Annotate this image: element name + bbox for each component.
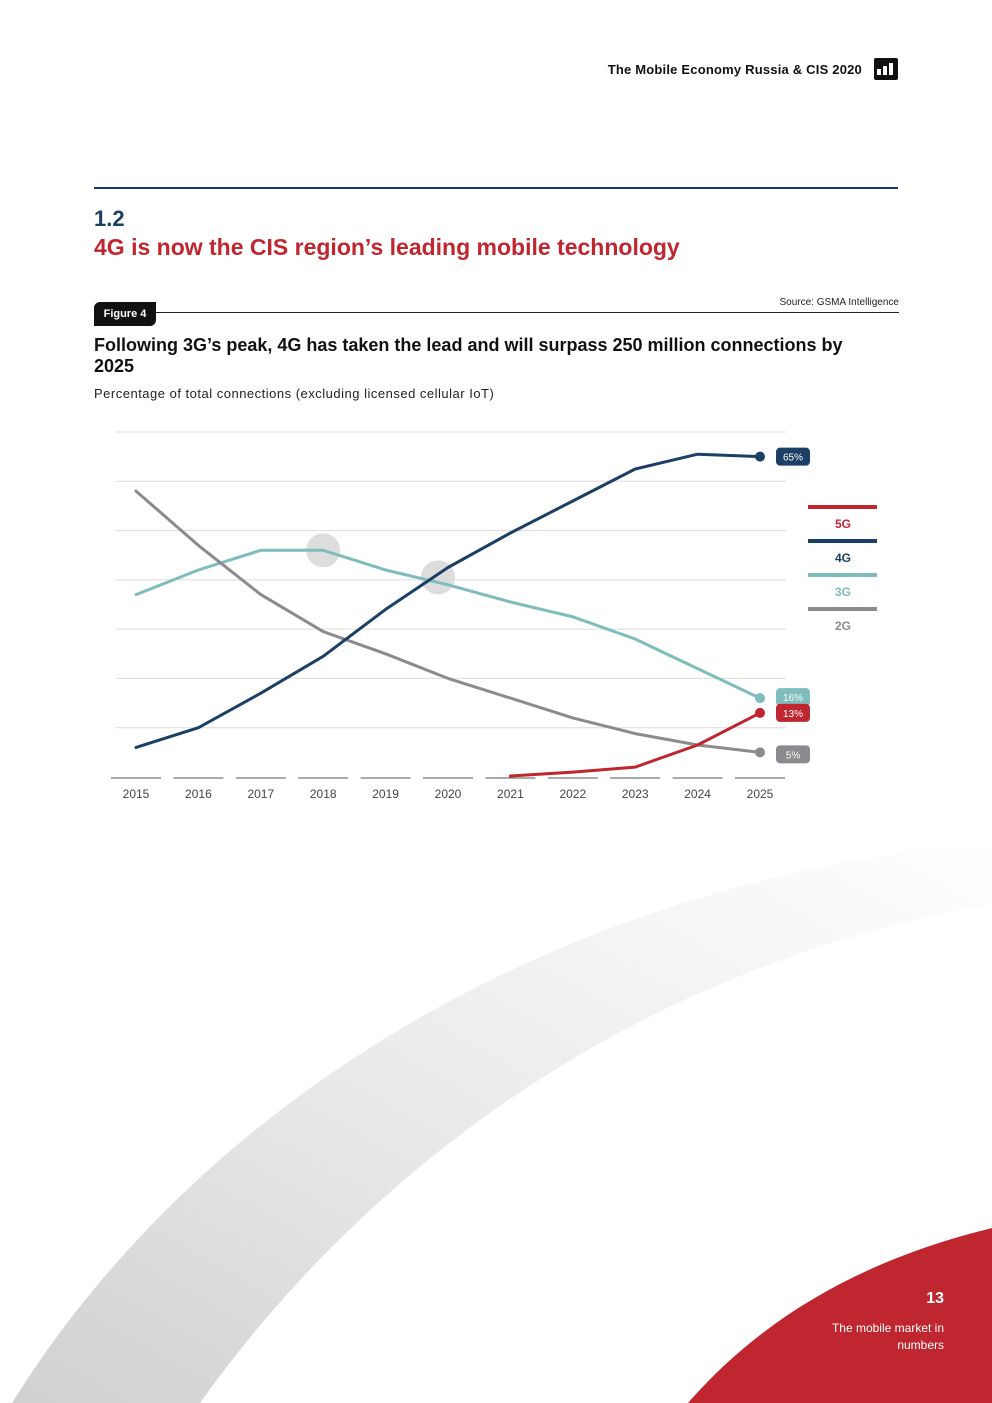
document-title: The Mobile Economy Russia & CIS 2020: [607, 62, 862, 77]
section-number: 1.2: [94, 206, 125, 231]
page-number: 13: [926, 1290, 944, 1307]
legend-label-4g: 4G: [834, 551, 851, 565]
end-label-box-5g: [776, 703, 810, 722]
series-line-4g: [134, 452, 762, 749]
x-tick-label: 2017: [247, 787, 274, 801]
line-chart: 2015 2016 2017 2018 2019 2020 2021 2022 2023 2024…: [111, 431, 810, 801]
legend-label-2g: 2G: [834, 619, 851, 633]
chart-title: Following 3G’s peak, 4G has taken the le…: [94, 335, 843, 376]
x-tick-label: 2018: [310, 787, 337, 801]
legend-item-5g: 5G: [808, 505, 878, 539]
x-tick-label: 2023: [622, 787, 649, 801]
legend-label-3g: 3G: [834, 585, 851, 599]
figure-tag: Figure 4: [94, 302, 156, 326]
chart-legend: 5G 4G 3G 2G: [808, 505, 878, 641]
series-end-dot-4g: [755, 451, 765, 462]
end-label-3g: 16%: [783, 693, 803, 704]
series-end-dot-5g: [755, 707, 765, 718]
end-label-5g: 13%: [783, 709, 803, 720]
x-tick-label: 2016: [185, 787, 212, 801]
series-end-dot-2g: [755, 747, 765, 758]
x-tick-label: 2025: [747, 787, 774, 801]
x-tick-label: 2019: [372, 787, 399, 801]
series-line-5g: [508, 711, 762, 778]
gsma-logo-icon: [874, 58, 898, 80]
legend-label-5g: 5G: [834, 517, 851, 531]
end-label-box-4g: [776, 447, 810, 466]
swoosh-white: [200, 905, 992, 1403]
x-tick-label: 2021: [497, 787, 524, 801]
section-title: 4G is now the CIS region’s leading mobil…: [94, 234, 680, 260]
x-tick-label: 2015: [123, 787, 150, 801]
end-label-2g: 5%: [786, 750, 801, 761]
footer-red-shape: [688, 1228, 992, 1403]
series-line-3g: [134, 548, 762, 700]
legend-item-3g: 3G: [808, 573, 878, 607]
series-end-dot-3g: [755, 693, 765, 704]
x-tick-label: 2024: [684, 787, 711, 801]
series-line-2g: [134, 489, 762, 754]
x-tick-label: 2020: [435, 787, 462, 801]
end-label-box-3g: [776, 688, 810, 707]
chart-subtitle: Percentage of total connections (excludi…: [94, 386, 495, 401]
section-divider: [94, 187, 898, 189]
end-label-box-2g: [776, 745, 810, 764]
page-caption: The mobile market in numbers: [831, 1321, 944, 1352]
figure-divider: [154, 312, 899, 313]
legend-item-2g: 2G: [808, 607, 878, 641]
figure-source: Source: GSMA Intelligence: [779, 297, 899, 308]
x-tick-label: 2022: [559, 787, 586, 801]
end-label-4g: 65%: [783, 453, 803, 464]
legend-item-4g: 4G: [808, 539, 878, 573]
